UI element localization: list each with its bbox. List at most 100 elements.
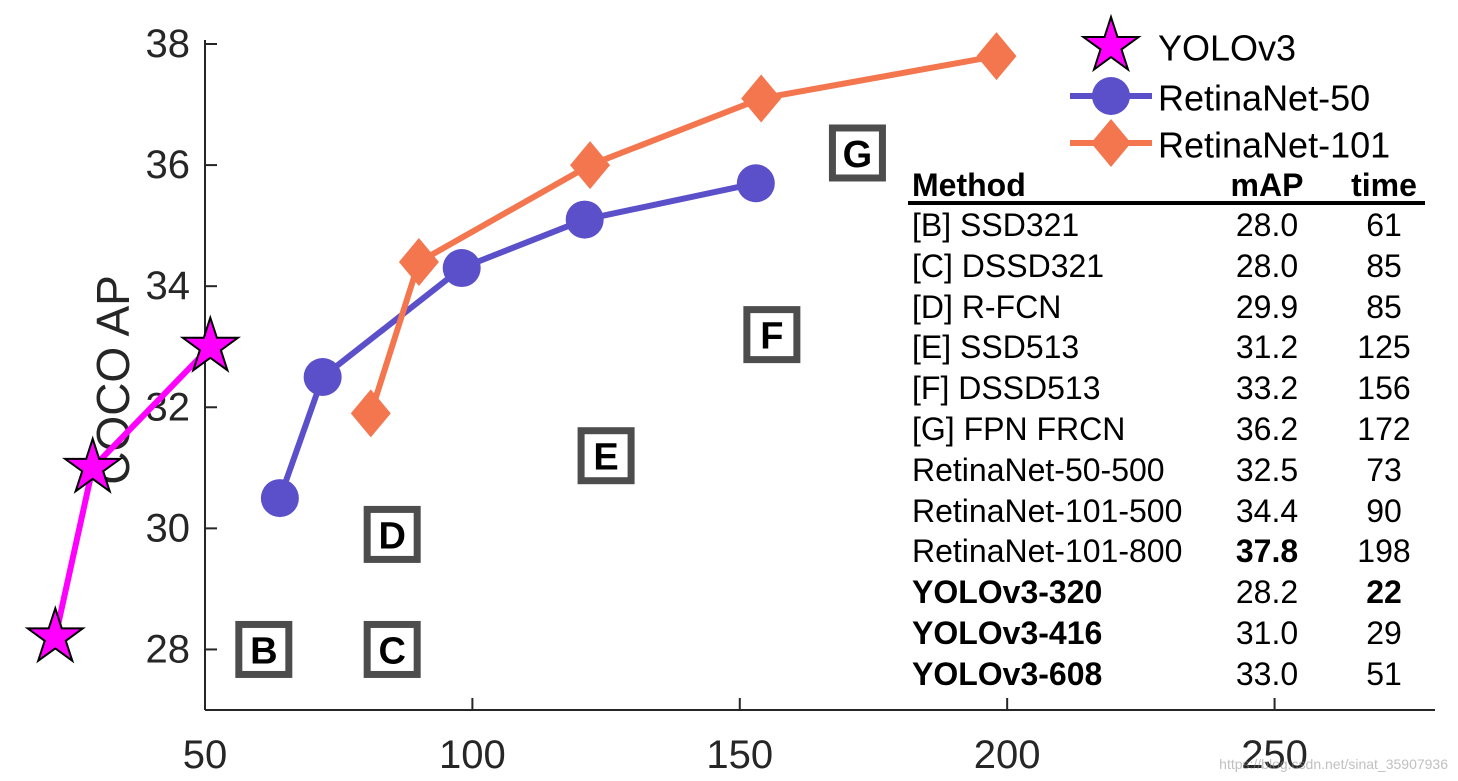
table-header-row: Method mAP time: [908, 166, 1442, 203]
table-row: [F] DSSD513 33.2 156: [908, 368, 1442, 409]
table-row: RetinaNet-101-500 34.4 90: [908, 491, 1442, 532]
table-cell-time: 172: [1357, 410, 1411, 447]
series-retinanet-50: [260, 164, 775, 518]
legend-item-yolov3: YOLOv3: [1080, 13, 1296, 73]
y-tick-label: 28: [146, 627, 191, 671]
table-row: RetinaNet-101-800 37.8 198: [908, 531, 1442, 572]
table-cell-time: 198: [1357, 533, 1411, 570]
table-cell-time: 85: [1366, 247, 1402, 284]
annotation-boxes: B C D E F G: [235, 124, 886, 678]
table-cell-time: 22: [1366, 574, 1402, 611]
annotation-box-b: B: [235, 620, 293, 678]
legend-label: RetinaNet-50: [1158, 78, 1370, 119]
retinanet-101-point: [350, 389, 391, 438]
annotation-box-letter: E: [593, 437, 618, 479]
legend-label: YOLOv3: [1158, 28, 1296, 69]
annotation-box-frame: [363, 620, 421, 678]
table-cell-map: 36.2: [1235, 410, 1299, 447]
x-tick-label: 100: [439, 733, 506, 777]
table-cell-method: RetinaNet-101-500: [912, 492, 1183, 529]
table-cell-method: [G] FPN FRCN: [912, 410, 1126, 447]
table-row: [G] FPN FRCN 36.2 172: [908, 409, 1442, 450]
annotation-box-letter: D: [378, 515, 405, 557]
table-cell-map: 28.0: [1235, 247, 1299, 284]
table-row: [E] SSD513 31.2 125: [908, 327, 1442, 368]
table-row: YOLOv3-320 28.2 22: [908, 572, 1442, 613]
table-header-time: time: [1351, 167, 1417, 203]
annotation-box-letter: B: [250, 630, 277, 672]
annotation-box-f: F: [743, 306, 801, 364]
table-row: [B] SSD321 28.0 61: [908, 205, 1442, 246]
table-row: [C] DSSD321 28.0 85: [908, 246, 1442, 287]
table-cell-time: 125: [1357, 329, 1411, 366]
annotation-box-frame: [828, 124, 886, 182]
retinanet-101-point: [741, 74, 782, 123]
annotation-box-d: D: [363, 505, 421, 563]
y-tick-label: 34: [146, 264, 191, 308]
legend-marker-retinanet-101: [1091, 119, 1131, 167]
table-cell-method: [C] DSSD321: [912, 247, 1105, 284]
retinanet-101-line: [367, 53, 998, 415]
table-cell-map: 34.4: [1235, 492, 1299, 529]
table-cell-time: 73: [1366, 451, 1402, 488]
table-header-method: Method: [912, 167, 1026, 203]
table-cell-time: 85: [1366, 288, 1402, 325]
table-cell-method: YOLOv3-320: [912, 574, 1103, 611]
legend-marker-retinanet-50: [1092, 77, 1130, 115]
table-cell-time: 51: [1366, 655, 1402, 692]
annotation-box-e: E: [577, 427, 635, 485]
retinanet-101-point: [398, 237, 439, 286]
annotation-box-frame: [363, 505, 421, 563]
table-cell-method: YOLOv3-608: [912, 655, 1103, 692]
table-cell-method: RetinaNet-50-500: [912, 451, 1165, 488]
legend-item-retinanet-101: RetinaNet-101: [1070, 119, 1390, 167]
retinanet-50-point: [303, 358, 342, 396]
table-cell-time: 156: [1357, 370, 1411, 407]
x-tick-label: 200: [974, 733, 1041, 777]
table-cell-time: 29: [1366, 614, 1402, 651]
table-cell-time: 61: [1366, 207, 1402, 243]
annotation-box-c: C: [363, 620, 421, 678]
table-cell-map: 31.0: [1235, 614, 1299, 651]
y-tick-label: 30: [146, 506, 191, 550]
table-cell-map: 29.9: [1235, 288, 1299, 325]
table-cell-method: [F] DSSD513: [912, 370, 1101, 407]
retinanet-101-point: [976, 32, 1017, 81]
table-cell-time: 90: [1366, 492, 1402, 529]
series-retinanet-101: [350, 32, 1017, 438]
table-cell-method: RetinaNet-101-800: [912, 533, 1183, 570]
table-cell-map: 33.2: [1235, 370, 1299, 407]
annotation-box-frame: [743, 306, 801, 364]
retinanet-50-point: [260, 479, 299, 518]
legend-item-retinanet-50: RetinaNet-50: [1070, 77, 1370, 119]
x-tick-label: 50: [183, 733, 228, 777]
table-header-rule: [908, 201, 1425, 205]
y-tick-label: 36: [146, 143, 191, 187]
annotation-box-frame: [577, 427, 635, 485]
retinanet-50-line: [277, 180, 757, 500]
retinanet-101-point: [570, 141, 611, 190]
table-cell-map: 28.2: [1235, 574, 1299, 611]
yolov3-point: [24, 605, 86, 664]
table-cell-method: [E] SSD513: [912, 329, 1080, 366]
yolov3-point: [61, 435, 124, 494]
table-row: [D] R-FCN 29.9 85: [908, 287, 1442, 328]
table-cell-map: 33.0: [1235, 655, 1299, 692]
annotation-box-letter: F: [760, 316, 783, 358]
table-cell-method: [B] SSD321: [912, 207, 1080, 243]
table-cell-map: 37.8: [1235, 533, 1299, 570]
legend: YOLOv3 RetinaNet-50 RetinaNet-101: [1070, 13, 1390, 167]
table-row: YOLOv3-608 33.0 51: [908, 654, 1442, 695]
table-cell-map: 28.0: [1235, 207, 1299, 243]
retinanet-50-point: [736, 164, 775, 203]
annotation-box-g: G: [828, 124, 886, 182]
yolov3-point: [179, 314, 241, 373]
retinanet-50-point: [565, 200, 604, 239]
inset-table: Method mAP time [B] SSD321 28.0 61 [C] DSSD…: [908, 166, 1442, 695]
table-cell-map: 32.5: [1235, 451, 1299, 488]
table-cell-method: YOLOv3-416: [912, 614, 1103, 651]
table-cell-method: [D] R-FCN: [912, 288, 1062, 325]
legend-marker-yolov3: [1080, 13, 1142, 73]
watermark: https://blog.csdn.net/sinat_35907936: [1219, 756, 1448, 772]
retinanet-50-point: [442, 249, 481, 288]
